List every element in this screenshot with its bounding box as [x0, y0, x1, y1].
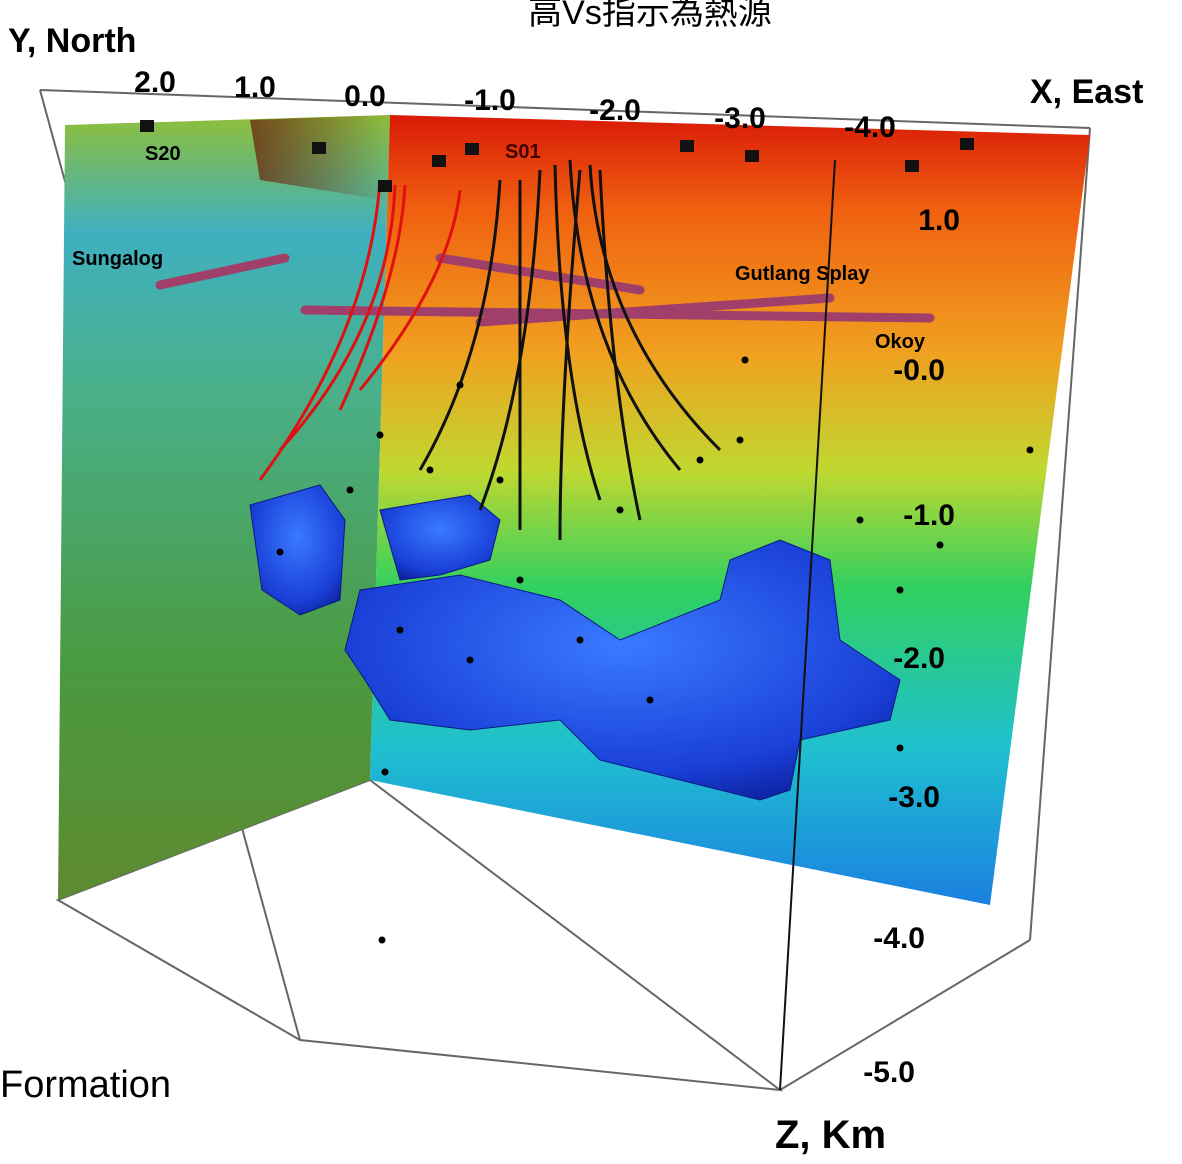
- z-tick-label: -3.0: [888, 781, 940, 814]
- fault-label: Gutlang Splay: [735, 263, 870, 285]
- x-tick-label: -3.0: [714, 102, 766, 135]
- x-tick-label: 1.0: [234, 71, 276, 104]
- station-label: S20: [145, 143, 181, 165]
- left-wall: [58, 115, 390, 900]
- z-tick-label: -1.0: [903, 499, 955, 532]
- x-tick-label: -4.0: [844, 111, 896, 144]
- x-tick-label: 2.0: [134, 66, 176, 99]
- z-tick-label: -5.0: [863, 1056, 915, 1089]
- title: 高Vs指示為熱源: [528, 0, 772, 32]
- x-tick-label: -2.0: [589, 94, 641, 127]
- fault-label: Sungalog: [72, 248, 163, 270]
- z-axis-title: Z, Km: [775, 1113, 886, 1157]
- station-label: S01: [505, 141, 541, 163]
- x-axis-title: X, East: [1030, 73, 1143, 111]
- z-tick-label: -0.0: [893, 354, 945, 387]
- x-tick-label: 0.0: [344, 80, 386, 113]
- x-tick-label: -1.0: [464, 84, 516, 117]
- z-tick-label: 1.0: [918, 204, 960, 237]
- fault-label: Okoy: [875, 331, 926, 353]
- z-tick-label: -2.0: [893, 642, 945, 675]
- scene: 高Vs指示為熱源 Y, North X, East Z, Km 2.0 1.0 …: [0, 0, 1182, 1159]
- z-tick-label: -4.0: [873, 922, 925, 955]
- y-axis-title: Y, North: [8, 22, 136, 60]
- caption: Formation: [0, 1064, 171, 1106]
